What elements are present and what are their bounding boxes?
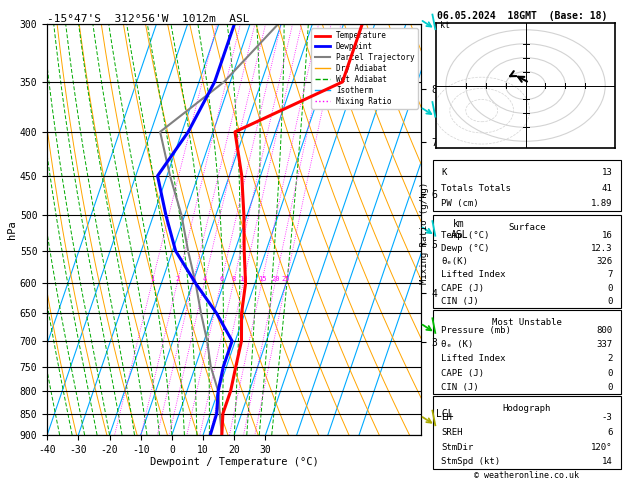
- Text: Lifted Index: Lifted Index: [441, 354, 506, 364]
- Text: CAPE (J): CAPE (J): [441, 369, 484, 378]
- Text: 3: 3: [191, 276, 195, 281]
- Text: 15: 15: [258, 276, 266, 281]
- Text: Mixing Ratio (g/kg): Mixing Ratio (g/kg): [420, 182, 429, 284]
- Text: -15°47'S  312°56'W  1012m  ASL: -15°47'S 312°56'W 1012m ASL: [47, 14, 250, 23]
- Text: θₑ (K): θₑ (K): [441, 340, 473, 349]
- Text: 0: 0: [607, 383, 613, 392]
- Bar: [433, 396, 621, 469]
- Text: Temp (°C): Temp (°C): [441, 231, 489, 240]
- Text: 25: 25: [282, 276, 291, 281]
- Text: PW (cm): PW (cm): [441, 199, 479, 208]
- Text: SREH: SREH: [441, 428, 462, 437]
- Text: Surface: Surface: [508, 223, 545, 232]
- Text: 7: 7: [607, 270, 613, 279]
- Text: Lifted Index: Lifted Index: [441, 270, 506, 279]
- Text: LCL: LCL: [437, 409, 454, 418]
- Text: 0: 0: [607, 284, 613, 293]
- Text: 0: 0: [607, 297, 613, 306]
- Text: CAPE (J): CAPE (J): [441, 284, 484, 293]
- Y-axis label: hPa: hPa: [7, 220, 17, 239]
- Text: θₑ(K): θₑ(K): [441, 257, 468, 266]
- Text: 13: 13: [602, 168, 613, 177]
- Text: 2: 2: [607, 354, 613, 364]
- Text: 14: 14: [602, 457, 613, 467]
- Text: 800: 800: [596, 326, 613, 335]
- Text: Pressure (mb): Pressure (mb): [441, 326, 511, 335]
- Text: 1.89: 1.89: [591, 199, 613, 208]
- Text: 06.05.2024  18GMT  (Base: 18): 06.05.2024 18GMT (Base: 18): [437, 11, 607, 21]
- Text: 41: 41: [602, 184, 613, 192]
- Text: 12.3: 12.3: [591, 244, 613, 253]
- Y-axis label: km
ASL: km ASL: [450, 219, 468, 241]
- Bar: [433, 310, 621, 395]
- Bar: [433, 215, 621, 308]
- Text: 16: 16: [602, 231, 613, 240]
- Text: 2: 2: [175, 276, 180, 281]
- Text: Dewp (°C): Dewp (°C): [441, 244, 489, 253]
- Text: -3: -3: [602, 413, 613, 422]
- Text: 6: 6: [607, 428, 613, 437]
- Text: StmDir: StmDir: [441, 443, 473, 451]
- Text: Most Unstable: Most Unstable: [492, 318, 562, 327]
- Text: CIN (J): CIN (J): [441, 383, 479, 392]
- Text: 120°: 120°: [591, 443, 613, 451]
- Legend: Temperature, Dewpoint, Parcel Trajectory, Dry Adiabat, Wet Adiabat, Isotherm, Mi: Temperature, Dewpoint, Parcel Trajectory…: [311, 28, 418, 109]
- Text: kt: kt: [440, 21, 450, 31]
- Text: Hodograph: Hodograph: [503, 404, 551, 414]
- Text: Totals Totals: Totals Totals: [441, 184, 511, 192]
- Text: 337: 337: [596, 340, 613, 349]
- Text: 1: 1: [150, 276, 154, 281]
- Text: 4: 4: [203, 276, 207, 281]
- Bar: [433, 160, 621, 211]
- Text: 8: 8: [231, 276, 236, 281]
- Text: 326: 326: [596, 257, 613, 266]
- Text: © weatheronline.co.uk: © weatheronline.co.uk: [474, 471, 579, 480]
- Text: 10: 10: [239, 276, 248, 281]
- Text: 20: 20: [271, 276, 280, 281]
- Text: StmSpd (kt): StmSpd (kt): [441, 457, 500, 467]
- Text: 0: 0: [607, 369, 613, 378]
- Text: CIN (J): CIN (J): [441, 297, 479, 306]
- Text: 6: 6: [220, 276, 223, 281]
- X-axis label: Dewpoint / Temperature (°C): Dewpoint / Temperature (°C): [150, 457, 319, 468]
- Text: EH: EH: [441, 413, 452, 422]
- Text: K: K: [441, 168, 447, 177]
